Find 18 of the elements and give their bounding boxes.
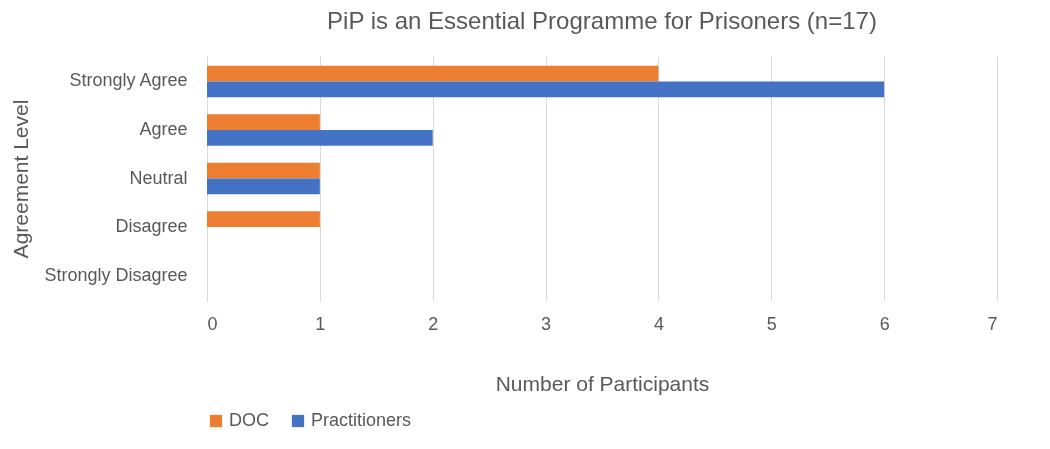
y-tick-label: Disagree (115, 216, 188, 237)
y-tick-label: Agree (139, 118, 188, 139)
x-tick-label: 2 (428, 313, 439, 334)
x-tick-label: 5 (766, 313, 777, 334)
chart-title: PiP is an Essential Programme for Prisoners (n=17) (327, 7, 877, 34)
y-tick-label: Strongly Disagree (44, 264, 188, 285)
legend-label: DOC (229, 410, 269, 430)
legend-label: Practitioners (311, 410, 412, 430)
y-axis-title: Agreement Level (9, 99, 33, 259)
x-axis-title: Number of Participants (495, 371, 710, 395)
x-tick-label: 3 (541, 313, 552, 334)
y-tick-label: Neutral (129, 167, 188, 188)
y-tick-label: Strongly Agree (69, 70, 188, 91)
x-tick-label: 7 (987, 313, 998, 334)
x-tick-label: 0 (207, 313, 218, 334)
x-tick-label: 4 (653, 313, 664, 334)
x-tick-label: 1 (315, 313, 326, 334)
x-tick-label: 6 (879, 313, 890, 334)
